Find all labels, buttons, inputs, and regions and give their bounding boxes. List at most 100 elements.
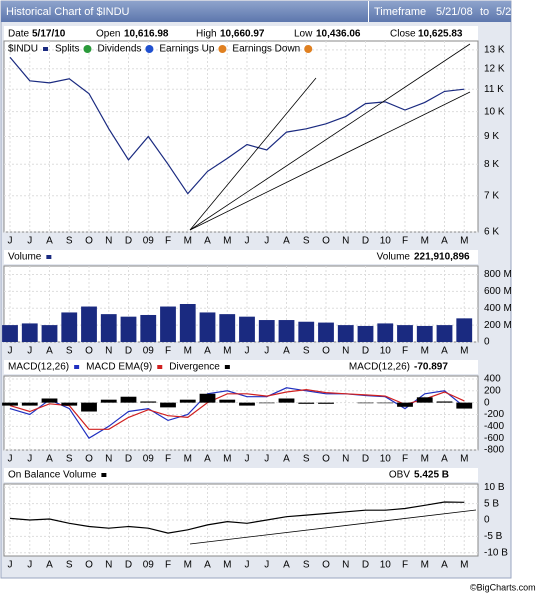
info-bar bbox=[4, 26, 478, 41]
x-tick-label: S bbox=[66, 454, 73, 465]
x-tick-label: M bbox=[421, 346, 429, 357]
timeframe-label: Timeframe bbox=[374, 6, 426, 18]
x-tick-label: A bbox=[46, 560, 53, 571]
title-bar bbox=[1, 1, 511, 22]
bar bbox=[258, 320, 275, 342]
bar bbox=[61, 312, 78, 342]
x-tick-label: A bbox=[46, 236, 53, 247]
x-tick-label: J bbox=[264, 454, 269, 465]
bar bbox=[318, 322, 334, 342]
bar bbox=[377, 323, 394, 342]
bar bbox=[357, 402, 374, 404]
x-tick-label: A bbox=[283, 560, 290, 571]
bar bbox=[21, 402, 38, 406]
bar bbox=[416, 325, 433, 342]
x-tick-label: O bbox=[322, 346, 330, 357]
bar bbox=[298, 402, 315, 404]
legend-icon bbox=[218, 45, 227, 53]
x-tick-label: J bbox=[27, 346, 32, 357]
x-tick-label: O bbox=[322, 560, 330, 571]
x-tick-label: J bbox=[27, 236, 32, 247]
x-tick-label: M bbox=[223, 454, 231, 465]
x-tick-label: J bbox=[8, 454, 13, 465]
bar bbox=[61, 402, 78, 406]
x-tick-label: M bbox=[460, 236, 468, 247]
panel-header bbox=[4, 468, 478, 482]
bar bbox=[2, 325, 18, 342]
trend-line bbox=[189, 43, 471, 231]
legend-swatch bbox=[74, 365, 80, 369]
y-tick-label: 6 K bbox=[484, 227, 499, 238]
bar bbox=[397, 325, 413, 342]
y-tick-label: 200 bbox=[484, 385, 501, 396]
x-tick-label: J bbox=[245, 560, 250, 571]
y-tick-label: 600 M bbox=[484, 286, 512, 297]
y-tick-label: 0 bbox=[484, 515, 490, 526]
x-tick-label: 09 bbox=[143, 560, 155, 571]
info-value: 10,660.97 bbox=[220, 29, 265, 40]
x-tick-label: F bbox=[402, 454, 408, 465]
x-tick-label: M bbox=[421, 560, 429, 571]
bar bbox=[357, 325, 374, 342]
legend-label: Splits bbox=[55, 44, 79, 55]
panel-header bbox=[4, 360, 478, 374]
x-tick-label: J bbox=[8, 560, 13, 571]
info-label: High bbox=[196, 29, 217, 40]
to-date: 5/21/10 bbox=[496, 6, 533, 18]
bar bbox=[436, 325, 453, 342]
bar bbox=[416, 397, 433, 403]
x-tick-label: F bbox=[402, 346, 408, 357]
bar bbox=[239, 316, 255, 342]
x-tick-label: D bbox=[125, 560, 132, 571]
x-tick-label: A bbox=[441, 236, 448, 247]
y-tick-label: 10 K bbox=[484, 106, 505, 117]
divider bbox=[368, 1, 369, 22]
x-tick-label: J bbox=[264, 236, 269, 247]
bar bbox=[199, 312, 216, 342]
series-line bbox=[9, 56, 465, 195]
x-tick-label: 09 bbox=[143, 454, 155, 465]
x-tick-label: N bbox=[342, 346, 349, 357]
x-tick-label: A bbox=[283, 236, 290, 247]
x-tick-label: O bbox=[85, 560, 93, 571]
current-value: 221,910,896 bbox=[414, 252, 470, 263]
x-tick-label: 10 bbox=[380, 346, 392, 357]
current-label: OBV bbox=[389, 470, 410, 481]
bar bbox=[160, 306, 176, 342]
legend-label: MACD EMA(9) bbox=[86, 362, 152, 373]
x-tick-label: M bbox=[184, 560, 192, 571]
info-label: Open bbox=[96, 29, 120, 40]
x-tick-label: N bbox=[105, 454, 112, 465]
legend-label: Earnings Up bbox=[159, 44, 214, 55]
from-date: 5/21/08 bbox=[436, 6, 473, 18]
trend-line bbox=[189, 509, 477, 545]
info-label: Close bbox=[390, 29, 416, 40]
x-tick-label: M bbox=[184, 454, 192, 465]
x-tick-label: D bbox=[362, 346, 369, 357]
y-tick-label: 9 K bbox=[484, 131, 499, 142]
x-tick-label: S bbox=[303, 560, 310, 571]
x-tick-label: 10 bbox=[380, 454, 392, 465]
legend-swatch bbox=[46, 255, 52, 259]
x-tick-label: O bbox=[85, 346, 93, 357]
x-tick-label: 10 bbox=[380, 236, 392, 247]
x-tick-label: A bbox=[441, 560, 448, 571]
info-label: Low bbox=[294, 29, 313, 40]
x-tick-label: D bbox=[362, 560, 369, 571]
x-tick-label: N bbox=[105, 560, 112, 571]
current-value: 5.425 B bbox=[414, 470, 449, 481]
x-tick-label: J bbox=[27, 454, 32, 465]
bar bbox=[160, 402, 176, 408]
x-tick-label: F bbox=[165, 454, 171, 465]
bar bbox=[318, 402, 334, 404]
y-tick-label: 12 K bbox=[484, 63, 505, 74]
bar bbox=[219, 314, 236, 342]
bar bbox=[298, 321, 315, 342]
bar bbox=[140, 314, 157, 342]
x-tick-label: A bbox=[441, 346, 448, 357]
x-tick-label: S bbox=[66, 346, 73, 357]
bar bbox=[278, 398, 295, 403]
legend-label: MACD(12,26) bbox=[8, 362, 69, 373]
x-tick-label: A bbox=[204, 236, 211, 247]
